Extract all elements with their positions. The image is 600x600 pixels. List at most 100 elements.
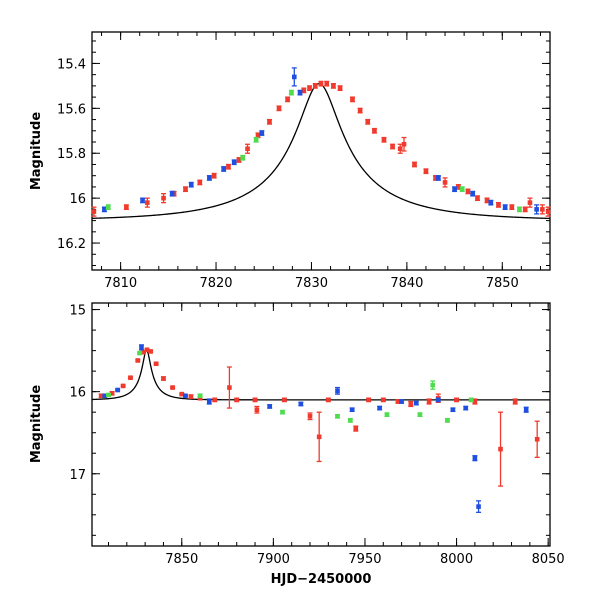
point-marker (197, 393, 203, 399)
red-data-point (170, 385, 176, 390)
y-tick-label: 16.2 (57, 237, 86, 252)
green-data-point (105, 204, 111, 211)
red-data-point (390, 143, 396, 150)
point-marker (496, 202, 501, 208)
point-marker (153, 361, 159, 367)
point-marker (280, 409, 285, 415)
red-data-point (318, 80, 324, 87)
red-data-point (512, 398, 518, 405)
point-marker (211, 173, 217, 178)
point-marker (509, 204, 515, 210)
x-tick-label: 7820 (199, 276, 232, 291)
y-tick-label: 15 (69, 304, 86, 319)
point-marker (459, 186, 465, 192)
blue-data-point (452, 186, 458, 193)
x-tick-label: 7830 (295, 276, 328, 291)
red-data-point (281, 397, 287, 403)
red-data-point (226, 366, 232, 409)
red-data-point (527, 197, 533, 208)
point-marker (102, 207, 107, 212)
red-data-point (312, 82, 318, 89)
red-data-point (498, 411, 504, 487)
x-tick-label: 7810 (104, 276, 137, 291)
blue-data-point (206, 398, 212, 405)
blue-data-point (291, 67, 297, 87)
red-data-point (135, 358, 141, 363)
green-data-point (288, 89, 294, 96)
green-data-point (430, 380, 436, 390)
bottom-axes: 7850 7900 7950 8000 8050 15 16 17 (69, 303, 565, 567)
red-data-point (365, 118, 371, 125)
point-marker (245, 146, 250, 152)
red-data-point (153, 361, 159, 367)
blue-data-point (334, 386, 340, 395)
top-model-curve (91, 83, 551, 220)
red-data-point (408, 400, 414, 408)
red-data-point (316, 411, 322, 463)
top-y-axis-label: Magnitude (29, 112, 44, 191)
red-data-point (426, 398, 432, 405)
point-marker (366, 397, 371, 403)
red-data-point (188, 394, 194, 399)
point-marker (484, 198, 490, 203)
red-data-point (337, 85, 343, 92)
point-marker (124, 204, 129, 210)
green-data-point (347, 418, 353, 423)
point-marker (140, 349, 146, 355)
red-data-point (381, 136, 387, 143)
red-data-point (276, 105, 282, 112)
red-data-point (371, 127, 377, 134)
red-data-point (474, 195, 480, 202)
blue-data-point (182, 393, 188, 399)
top-data-points (91, 67, 551, 217)
point-marker (476, 504, 481, 509)
point-marker (335, 413, 340, 419)
point-marker (128, 375, 133, 381)
point-marker (349, 407, 355, 413)
point-marker (534, 207, 539, 212)
point-marker (512, 399, 518, 404)
blue-data-point (377, 405, 383, 411)
point-marker (350, 97, 355, 102)
point-marker (307, 413, 313, 419)
point-marker (106, 392, 111, 398)
point-marker (470, 191, 476, 196)
y-tick-label: 15.8 (57, 147, 86, 162)
point-marker (226, 164, 231, 170)
point-marker (276, 106, 282, 111)
blue-data-point (463, 405, 469, 411)
point-marker (137, 350, 142, 356)
point-marker (297, 90, 303, 95)
y-tick-label: 15.6 (57, 102, 86, 117)
point-marker (436, 175, 441, 181)
point-marker (472, 399, 478, 404)
top-axes: 7810 7820 7830 7840 7850 15.4 15.6 15.8 16 16.2 (57, 32, 550, 291)
red-data-point (509, 204, 515, 211)
point-marker (413, 400, 419, 406)
y-tick-label: 17 (69, 468, 86, 483)
point-marker (301, 88, 307, 93)
point-marker (120, 383, 126, 389)
blue-data-point (267, 404, 273, 409)
red-data-point (197, 179, 203, 186)
point-marker (255, 132, 261, 138)
red-data-point (144, 197, 150, 208)
point-marker (498, 446, 503, 452)
point-marker (289, 90, 294, 95)
point-marker (324, 81, 330, 86)
point-marker (212, 397, 218, 403)
point-marker (445, 418, 450, 423)
blue-data-point (138, 344, 144, 351)
point-marker (231, 159, 237, 165)
green-data-point (417, 412, 423, 417)
blue-data-point (140, 197, 146, 204)
red-data-point (412, 161, 418, 168)
point-marker (522, 207, 528, 212)
x-tick-label: 7950 (348, 552, 381, 567)
point-marker (105, 204, 111, 210)
red-data-point (325, 397, 331, 403)
point-marker (353, 426, 359, 431)
red-data-point (212, 397, 218, 403)
blue-data-point (349, 407, 355, 413)
point-marker (197, 395, 203, 401)
